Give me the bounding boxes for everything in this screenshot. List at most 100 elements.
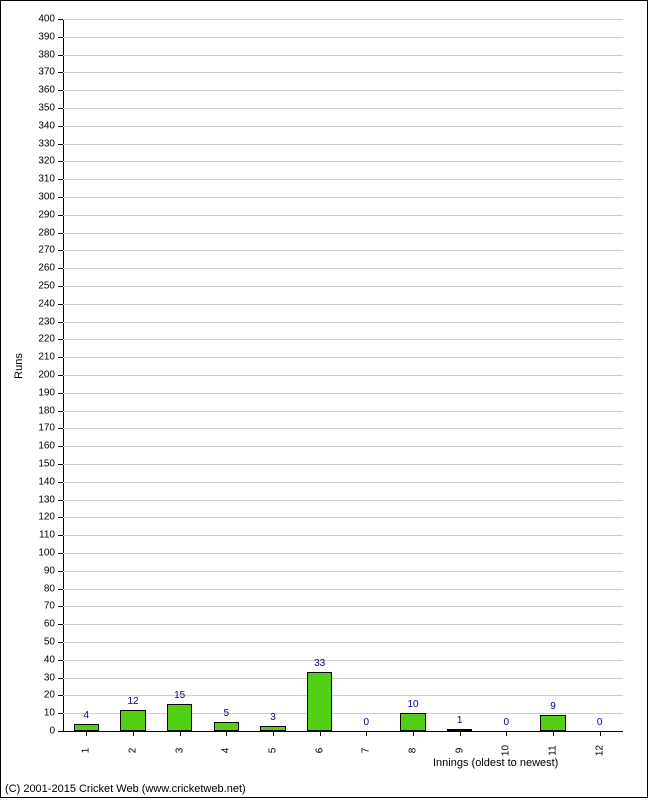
y-tick [58, 339, 63, 340]
y-tick [58, 713, 63, 714]
y-tick-label: 330 [38, 138, 55, 149]
y-tick-label: 280 [38, 227, 55, 238]
x-tick-label: 2 [128, 748, 139, 754]
y-tick [58, 108, 63, 109]
y-tick [58, 375, 63, 376]
bar [400, 713, 426, 731]
y-tick [58, 126, 63, 127]
y-tick [58, 411, 63, 412]
x-axis-line [63, 731, 623, 732]
y-tick-label: 190 [38, 387, 55, 398]
y-tick [58, 695, 63, 696]
bar [120, 710, 146, 731]
x-tick [506, 731, 507, 736]
bar-value-label: 10 [407, 699, 418, 710]
x-tick-label: 7 [361, 748, 372, 754]
gridline [63, 606, 623, 607]
y-tick-label: 170 [38, 423, 55, 434]
x-tick [600, 731, 601, 736]
y-tick-label: 130 [38, 494, 55, 505]
y-tick [58, 72, 63, 73]
x-tick-label: 8 [408, 748, 419, 754]
gridline [63, 713, 623, 714]
y-tick [58, 304, 63, 305]
y-tick-label: 10 [44, 708, 55, 719]
y-tick-label: 210 [38, 352, 55, 363]
y-tick-label: 90 [44, 565, 55, 576]
gridline [63, 108, 623, 109]
y-tick [58, 571, 63, 572]
bar-value-label: 0 [597, 717, 603, 728]
y-tick-label: 300 [38, 192, 55, 203]
y-tick-label: 320 [38, 156, 55, 167]
bar-value-label: 0 [504, 717, 510, 728]
y-tick-label: 260 [38, 263, 55, 274]
x-tick-label: 11 [548, 745, 559, 755]
x-tick-label: 12 [594, 745, 605, 756]
y-tick-label: 270 [38, 245, 55, 256]
y-tick-label: 220 [38, 334, 55, 345]
y-tick-label: 0 [49, 726, 55, 737]
y-tick [58, 393, 63, 394]
gridline [63, 37, 623, 38]
bar [214, 722, 240, 731]
bar [167, 704, 193, 731]
y-tick-label: 200 [38, 370, 55, 381]
bar [74, 724, 100, 731]
gridline [63, 55, 623, 56]
gridline [63, 660, 623, 661]
gridline [63, 428, 623, 429]
gridline [63, 464, 623, 465]
bar-value-label: 33 [314, 658, 325, 669]
gridline [63, 144, 623, 145]
gridline [63, 357, 623, 358]
y-tick [58, 731, 63, 732]
gridline [63, 286, 623, 287]
gridline [63, 535, 623, 536]
gridline [63, 624, 623, 625]
bar-value-label: 9 [550, 701, 556, 712]
gridline [63, 589, 623, 590]
y-tick [58, 624, 63, 625]
gridline [63, 446, 623, 447]
bar-value-label: 1 [457, 715, 463, 726]
y-tick [58, 660, 63, 661]
gridline [63, 19, 623, 20]
x-tick [413, 731, 414, 736]
x-tick-label: 5 [268, 748, 279, 754]
y-tick-label: 400 [38, 14, 55, 25]
gridline [63, 517, 623, 518]
x-tick [553, 731, 554, 736]
y-tick-label: 40 [44, 654, 55, 665]
bar [307, 672, 333, 731]
y-tick [58, 678, 63, 679]
y-axis-label: Runs [13, 353, 25, 379]
x-tick-label: 3 [174, 748, 185, 754]
gridline [63, 339, 623, 340]
y-tick-label: 360 [38, 85, 55, 96]
y-tick [58, 161, 63, 162]
y-tick [58, 215, 63, 216]
y-tick-label: 110 [39, 530, 55, 541]
gridline [63, 72, 623, 73]
x-tick-label: 4 [221, 748, 232, 754]
gridline [63, 233, 623, 234]
y-tick-label: 50 [44, 637, 55, 648]
y-tick-label: 230 [38, 316, 55, 327]
y-tick [58, 144, 63, 145]
gridline [63, 393, 623, 394]
bar-value-label: 5 [224, 708, 230, 719]
y-tick [58, 37, 63, 38]
bar-value-label: 3 [270, 712, 276, 723]
y-tick [58, 322, 63, 323]
y-tick-label: 180 [38, 405, 55, 416]
y-tick-label: 160 [38, 441, 55, 452]
gridline [63, 322, 623, 323]
gridline [63, 553, 623, 554]
x-axis-label: Innings (oldest to newest) [433, 757, 558, 769]
bar-value-label: 12 [127, 696, 138, 707]
x-tick [226, 731, 227, 736]
gridline [63, 268, 623, 269]
y-tick [58, 535, 63, 536]
gridline [63, 695, 623, 696]
